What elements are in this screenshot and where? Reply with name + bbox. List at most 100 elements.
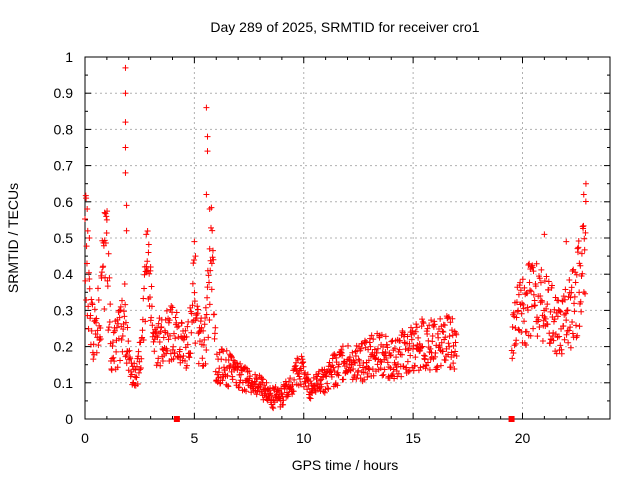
data-point — [132, 366, 139, 373]
data-point — [201, 336, 208, 343]
data-point — [393, 354, 400, 361]
data-point — [223, 347, 230, 354]
data-point — [296, 375, 303, 382]
data-point — [520, 305, 527, 312]
data-point — [92, 330, 99, 337]
data-point — [581, 246, 588, 253]
data-point — [548, 282, 555, 289]
data-point — [224, 372, 231, 379]
data-point — [370, 336, 377, 343]
data-point — [108, 367, 115, 374]
data-point — [452, 348, 459, 355]
data-point — [561, 311, 568, 318]
data-point — [101, 306, 108, 313]
data-point — [408, 324, 415, 331]
data-point — [582, 290, 589, 297]
y-tick-label: 0.5 — [54, 230, 74, 246]
data-point — [304, 386, 311, 393]
data-point — [145, 241, 152, 248]
data-point — [371, 346, 378, 353]
data-point — [93, 315, 100, 322]
data-point — [297, 381, 304, 388]
data-point — [158, 323, 165, 330]
data-point — [578, 308, 585, 315]
data-point — [569, 268, 576, 275]
data-point — [188, 310, 195, 317]
data-point — [379, 372, 386, 379]
data-point — [373, 349, 380, 356]
data-point — [331, 368, 338, 375]
data-point — [180, 353, 187, 360]
data-point — [212, 324, 219, 331]
data-point — [374, 345, 381, 352]
data-point — [211, 311, 218, 318]
data-point — [195, 306, 202, 313]
data-point — [404, 333, 411, 340]
data-point — [382, 333, 389, 340]
data-point — [526, 279, 533, 286]
data-point — [144, 228, 151, 235]
data-point — [134, 380, 141, 387]
data-point — [553, 350, 560, 357]
data-point — [191, 238, 198, 245]
data-point — [515, 307, 522, 314]
data-point — [183, 333, 190, 340]
data-point — [106, 274, 113, 281]
data-point — [137, 366, 144, 373]
data-point — [191, 257, 198, 264]
data-point — [133, 363, 140, 370]
data-point — [141, 271, 148, 278]
data-point — [138, 355, 145, 362]
data-point — [445, 351, 452, 358]
data-point — [401, 339, 408, 346]
data-point — [106, 319, 113, 326]
data-point — [517, 287, 524, 294]
data-point — [124, 348, 131, 355]
x-tick-label: 15 — [405, 430, 421, 446]
data-point — [510, 350, 517, 357]
data-point — [556, 308, 563, 315]
data-point — [434, 363, 441, 370]
data-point — [225, 383, 232, 390]
data-point — [312, 388, 319, 395]
data-point — [366, 366, 373, 373]
data-point — [171, 350, 178, 357]
data-point — [270, 405, 277, 412]
data-point — [122, 169, 129, 176]
data-point — [512, 325, 519, 332]
data-point — [211, 330, 218, 337]
data-point — [253, 391, 260, 398]
data-point — [572, 279, 579, 286]
data-point — [385, 373, 392, 380]
data-point — [446, 343, 453, 350]
data-point — [203, 311, 210, 318]
data-point — [213, 351, 220, 358]
data-point — [259, 376, 266, 383]
data-point — [169, 304, 176, 311]
data-point — [568, 289, 575, 296]
data-point — [449, 315, 456, 322]
data-points — [82, 64, 589, 422]
data-point — [203, 347, 210, 354]
data-point — [349, 349, 356, 356]
data-point — [419, 343, 426, 350]
data-point — [86, 275, 93, 282]
data-point — [146, 270, 153, 277]
data-point — [133, 374, 140, 381]
data-point — [248, 389, 255, 396]
data-point — [173, 319, 180, 326]
data-point — [528, 263, 535, 270]
data-point — [439, 328, 446, 335]
data-point — [101, 237, 108, 244]
data-point — [370, 372, 377, 379]
data-point — [268, 401, 275, 408]
data-point — [155, 355, 162, 362]
data-point — [412, 354, 419, 361]
data-point — [388, 338, 395, 345]
data-point — [427, 345, 434, 352]
data-point — [436, 344, 443, 351]
data-point — [85, 325, 92, 332]
data-point — [581, 235, 588, 242]
data-point — [331, 351, 338, 358]
data-point — [577, 298, 584, 305]
